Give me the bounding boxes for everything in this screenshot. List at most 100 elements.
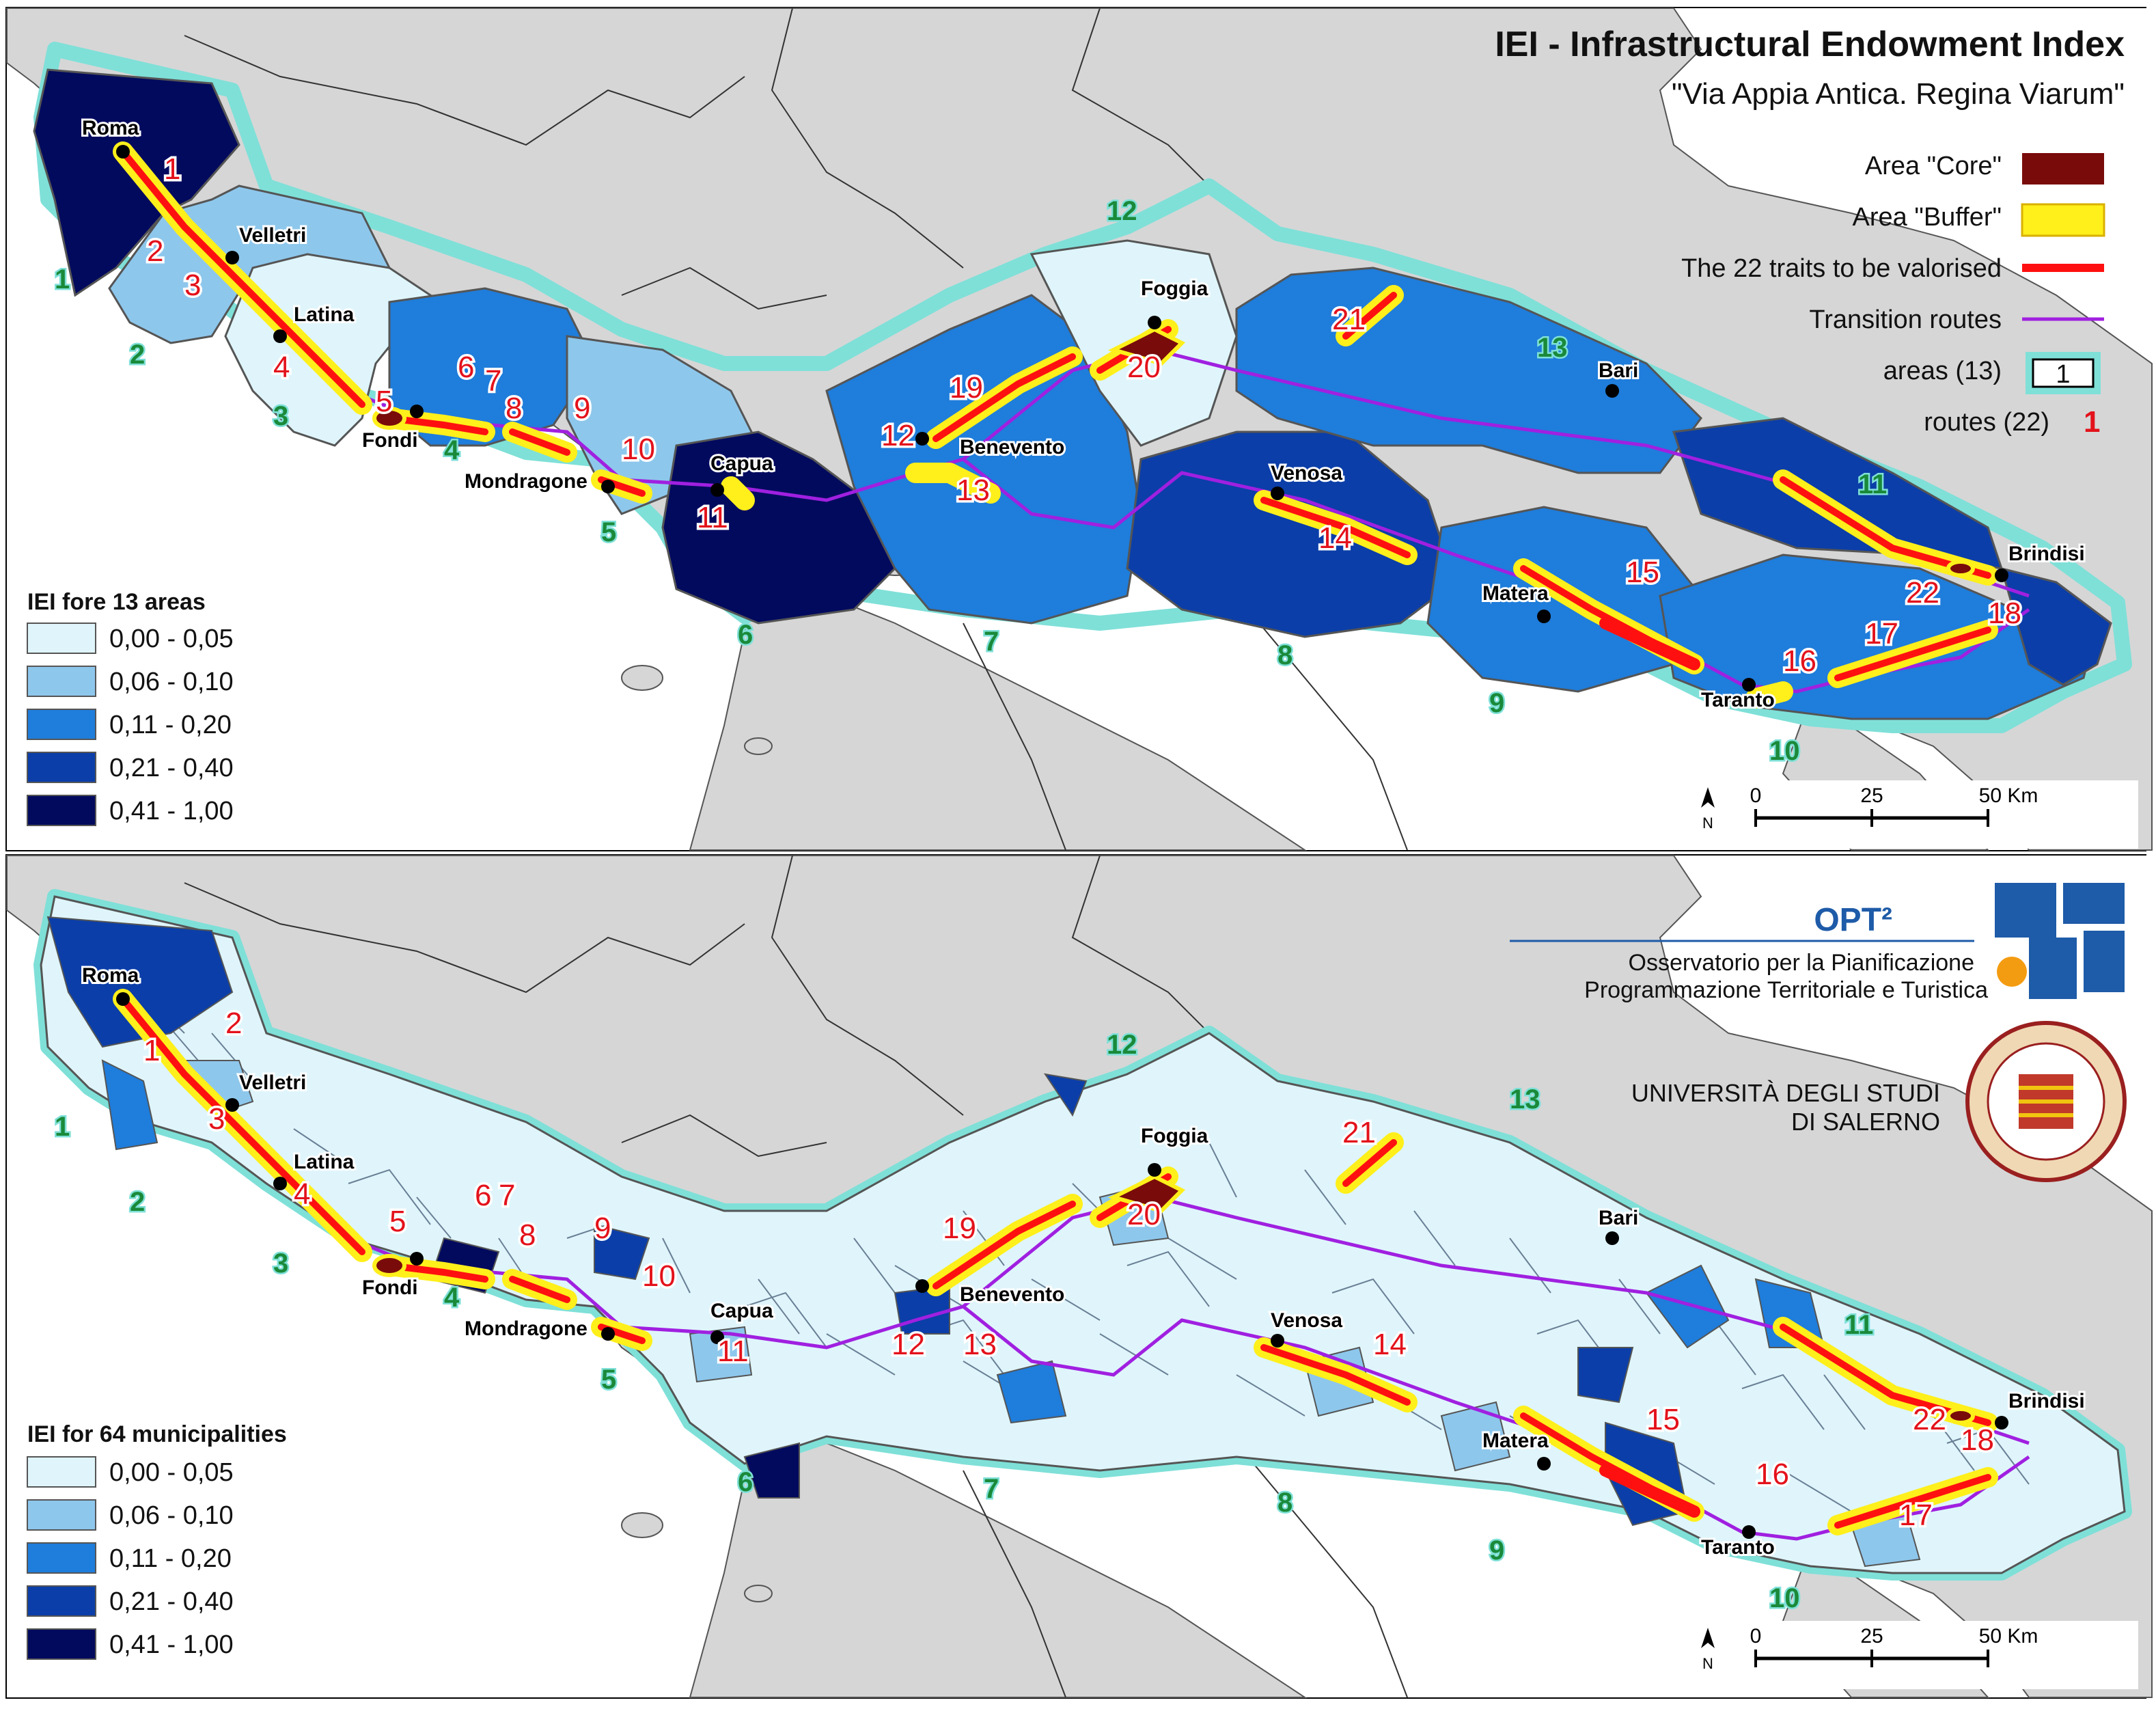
univ-line1: UNIVERSITÀ DEGLI STUDI <box>1631 1079 1940 1107</box>
city-matera: Matera <box>1482 1430 1549 1452</box>
route-label: 22 <box>1913 1403 1946 1436</box>
class-swatch-4 <box>27 1585 96 1617</box>
area-label: 10 <box>1769 1583 1800 1613</box>
area-label: 1 <box>55 1112 70 1142</box>
legend-buffer-swatch <box>2021 203 2105 237</box>
area-label: 7 <box>984 1474 999 1504</box>
legend-areas-swatch <box>2026 352 2101 394</box>
north-label: N <box>1702 815 1713 832</box>
area-label: 12 <box>1107 196 1137 226</box>
class-label-4: 0,21 - 0,40 <box>109 1587 234 1616</box>
area-brindisi <box>2000 566 2112 686</box>
legend-routes-label: routes (22) <box>1924 408 2049 437</box>
route-label: 14 <box>1318 521 1352 555</box>
area-label: 8 <box>1277 1488 1293 1518</box>
area-label: 13 <box>1537 333 1568 363</box>
bottom-panel: Roma Velletri Latina Fondi Mondragone Ca… <box>5 854 2153 1699</box>
route-label: 17 <box>1865 617 1898 651</box>
area-label: 6 <box>738 620 753 650</box>
route-label: 14 <box>1373 1328 1407 1361</box>
area-label: 3 <box>273 1248 288 1279</box>
route-label: 4 <box>294 1177 310 1211</box>
legend-traits-label: The 22 traits to be valorised <box>1681 254 2002 283</box>
city-fondi: Fondi <box>362 1276 418 1299</box>
scale-tick: 50 Km <box>1979 1625 2038 1648</box>
route-label: 10 <box>642 1259 676 1293</box>
area-label: 2 <box>130 340 145 370</box>
opt-emblem-icon <box>1995 883 2125 999</box>
area-label: 5 <box>601 517 616 547</box>
route-label: 17 <box>1899 1499 1933 1532</box>
scale-tick: 0 <box>1750 784 1762 807</box>
area-label: 6 <box>738 1467 753 1497</box>
route-label: 22 <box>1906 576 1939 610</box>
legend-core-swatch <box>2022 153 2104 184</box>
route-label: 3 <box>184 269 201 302</box>
area-label: 5 <box>601 1365 616 1395</box>
city-benevento: Benevento <box>960 436 1064 459</box>
area-label: 8 <box>1277 640 1293 670</box>
city-taranto: Taranto <box>1701 689 1775 711</box>
class-label-3: 0,11 - 0,20 <box>109 711 232 739</box>
route-label: 15 <box>1626 556 1659 589</box>
area-label: 2 <box>130 1187 145 1217</box>
route-label: 11 <box>717 1335 749 1368</box>
class-swatch-3 <box>27 709 96 740</box>
route-label: 1 <box>143 1034 160 1067</box>
map-legend: Area "Core" Area "Buffer" The 22 traits … <box>1681 152 2105 439</box>
city-venosa: Venosa <box>1271 462 1342 484</box>
class-swatch-1 <box>27 623 96 654</box>
university-seal-icon <box>1965 1021 2127 1182</box>
route-label: 16 <box>1783 644 1816 678</box>
route-label: 8 <box>519 1218 536 1252</box>
class-swatch-4 <box>27 752 96 783</box>
area-label: 3 <box>273 401 288 431</box>
route-label: 2 <box>225 1007 242 1040</box>
municipality-base <box>40 895 2126 1574</box>
opt-logo-text: OPT² <box>1814 902 1892 938</box>
area-3 <box>224 253 432 447</box>
route-label: 15 <box>1646 1403 1680 1436</box>
class-label-1: 0,00 - 0,05 <box>109 625 234 653</box>
top-panel: Roma Velletri Latina Fondi Mondragone Ca… <box>5 7 2153 851</box>
city-capua: Capua <box>710 1300 773 1322</box>
class-swatch-3 <box>27 1542 96 1574</box>
area-label: 1 <box>55 264 70 295</box>
route-label: 18 <box>1961 1423 1994 1457</box>
area-label: 11 <box>1858 469 1887 500</box>
city-benevento: Benevento <box>960 1283 1064 1306</box>
city-bari: Bari <box>1599 359 1638 382</box>
class-swatch-2 <box>27 666 96 697</box>
route-label: 6 <box>458 351 474 384</box>
area-label: 11 <box>1844 1310 1873 1340</box>
area-label: 10 <box>1769 736 1800 766</box>
class-label-4: 0,21 - 0,40 <box>109 754 234 782</box>
route-label: 11 <box>697 501 728 534</box>
city-brindisi: Brindisi <box>2008 543 2085 565</box>
class-legend-title: IEI for 64 municipalities <box>27 1421 287 1447</box>
city-latina: Latina <box>294 303 355 326</box>
route-label: 1 <box>164 152 180 186</box>
class-swatch-5 <box>27 795 96 826</box>
route-label: 18 <box>1988 597 2021 630</box>
route-label: 21 <box>1342 1116 1376 1149</box>
route-label: 7 <box>499 1179 515 1212</box>
class-label-3: 0,11 - 0,20 <box>109 1544 232 1573</box>
legend-areas-sample: 1 <box>2056 360 2070 389</box>
city-dots <box>116 992 2008 1539</box>
scale-bar-top: N 0 25 50 Km <box>1674 780 2138 849</box>
class-label-1: 0,00 - 0,05 <box>109 1458 234 1487</box>
route-label: 10 <box>622 433 655 466</box>
area-label: 12 <box>1107 1030 1137 1060</box>
legend-transition-label: Transition routes <box>1809 305 2002 334</box>
route-corridors <box>113 989 1998 1535</box>
north-arrow-icon <box>1701 787 1715 808</box>
city-roma: Roma <box>82 117 139 139</box>
opt-logo-line2: Programmazione Territoriale e Turistica <box>1584 977 1988 1003</box>
route-label: 5 <box>389 1205 406 1238</box>
core-areas <box>372 1174 1975 1425</box>
route-label: 6 <box>475 1179 491 1212</box>
route-label: 12 <box>892 1328 925 1361</box>
class-swatch-2 <box>27 1499 96 1531</box>
